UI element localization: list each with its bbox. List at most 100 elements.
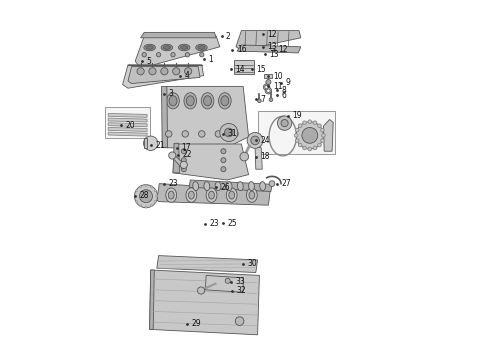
Ellipse shape (204, 96, 212, 106)
Text: 21: 21 (156, 141, 165, 150)
Circle shape (269, 98, 273, 102)
Bar (258, 111, 335, 154)
Polygon shape (108, 118, 147, 122)
Ellipse shape (206, 188, 217, 202)
Circle shape (149, 68, 156, 75)
Circle shape (181, 149, 186, 154)
Circle shape (320, 139, 324, 143)
Circle shape (134, 195, 136, 197)
Circle shape (137, 68, 144, 75)
Polygon shape (162, 86, 168, 148)
Ellipse shape (169, 191, 174, 199)
Polygon shape (108, 123, 147, 127)
Circle shape (197, 287, 205, 294)
Ellipse shape (248, 182, 254, 190)
Ellipse shape (184, 93, 196, 109)
Ellipse shape (215, 182, 221, 190)
Circle shape (145, 184, 147, 186)
Polygon shape (173, 144, 248, 180)
Polygon shape (172, 153, 184, 169)
Ellipse shape (209, 191, 215, 199)
Text: 12: 12 (278, 45, 288, 54)
Circle shape (321, 134, 325, 137)
Text: 20: 20 (125, 121, 135, 130)
Ellipse shape (146, 46, 153, 49)
Circle shape (145, 206, 147, 208)
Circle shape (181, 158, 186, 163)
Text: 13: 13 (268, 42, 277, 51)
Circle shape (156, 53, 161, 57)
Circle shape (296, 122, 323, 149)
Polygon shape (255, 148, 262, 169)
Ellipse shape (167, 93, 179, 109)
Polygon shape (173, 143, 179, 173)
Circle shape (221, 167, 226, 172)
Circle shape (265, 87, 271, 94)
Circle shape (180, 161, 187, 168)
Ellipse shape (161, 44, 172, 51)
Polygon shape (189, 180, 272, 192)
Circle shape (161, 68, 168, 75)
Circle shape (313, 121, 317, 125)
Bar (234, 60, 254, 74)
Ellipse shape (226, 188, 237, 202)
Text: 32: 32 (237, 287, 246, 295)
Ellipse shape (163, 46, 171, 49)
Circle shape (142, 53, 147, 57)
Text: 28: 28 (140, 192, 149, 200)
Circle shape (240, 152, 248, 161)
Circle shape (313, 146, 317, 150)
Circle shape (320, 128, 324, 132)
Polygon shape (149, 270, 154, 329)
Circle shape (169, 152, 176, 159)
Circle shape (199, 53, 204, 57)
Polygon shape (236, 31, 301, 50)
Text: 31: 31 (228, 130, 237, 139)
Bar (144, 138, 147, 148)
Text: 2: 2 (226, 32, 231, 41)
Text: 9: 9 (285, 78, 290, 87)
Circle shape (277, 116, 292, 130)
Text: 6: 6 (282, 91, 287, 100)
Ellipse shape (180, 46, 188, 49)
Circle shape (303, 121, 306, 125)
Circle shape (154, 201, 156, 203)
Polygon shape (149, 270, 259, 335)
Polygon shape (323, 120, 333, 151)
Circle shape (150, 204, 152, 207)
Text: 10: 10 (273, 72, 282, 81)
Ellipse shape (204, 182, 210, 190)
Circle shape (308, 120, 312, 123)
Circle shape (302, 127, 318, 143)
Text: 17: 17 (181, 143, 191, 152)
Text: 29: 29 (192, 320, 201, 328)
Text: 23: 23 (210, 220, 220, 229)
Polygon shape (157, 184, 270, 205)
Circle shape (263, 84, 270, 90)
Circle shape (267, 89, 270, 93)
Circle shape (251, 136, 259, 145)
Text: 30: 30 (247, 259, 257, 268)
Text: 27: 27 (282, 179, 292, 188)
Text: 12: 12 (268, 30, 277, 39)
Ellipse shape (193, 182, 198, 190)
Text: 22: 22 (183, 150, 192, 159)
Circle shape (224, 128, 233, 137)
Ellipse shape (196, 44, 207, 51)
Text: 4: 4 (185, 71, 190, 80)
Ellipse shape (186, 96, 194, 106)
Text: 19: 19 (293, 112, 302, 120)
Circle shape (144, 136, 158, 150)
Circle shape (247, 132, 263, 148)
Text: 11: 11 (273, 82, 282, 91)
Polygon shape (128, 67, 200, 84)
Ellipse shape (189, 191, 194, 199)
Circle shape (166, 131, 172, 137)
Circle shape (298, 124, 302, 127)
Polygon shape (157, 256, 258, 273)
Circle shape (308, 147, 312, 151)
Circle shape (215, 131, 221, 137)
Text: 16: 16 (237, 45, 246, 54)
Circle shape (171, 53, 175, 57)
Polygon shape (205, 275, 243, 292)
